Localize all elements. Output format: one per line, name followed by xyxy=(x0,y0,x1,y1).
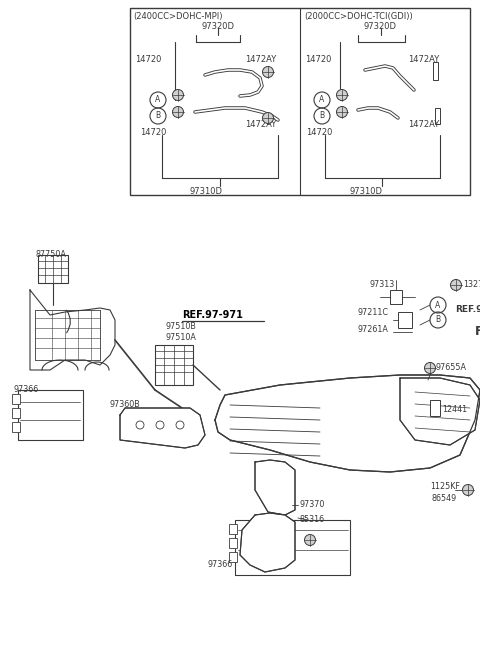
FancyBboxPatch shape xyxy=(18,390,83,440)
Text: 14720: 14720 xyxy=(305,55,331,64)
Text: 97320D: 97320D xyxy=(202,22,235,31)
FancyBboxPatch shape xyxy=(390,290,402,304)
Polygon shape xyxy=(255,460,295,515)
Text: 12441: 12441 xyxy=(442,405,467,414)
FancyBboxPatch shape xyxy=(229,538,237,548)
Text: FR.: FR. xyxy=(475,325,480,338)
Text: 97310D: 97310D xyxy=(350,187,383,196)
Text: 97313: 97313 xyxy=(370,280,395,289)
FancyBboxPatch shape xyxy=(435,108,440,124)
Text: 97366: 97366 xyxy=(14,385,39,394)
Text: 1327AC: 1327AC xyxy=(463,280,480,289)
Text: B: B xyxy=(156,111,161,121)
Circle shape xyxy=(424,362,435,373)
FancyBboxPatch shape xyxy=(398,312,412,328)
Circle shape xyxy=(463,485,473,496)
Text: 97310D: 97310D xyxy=(190,187,223,196)
Text: 14720: 14720 xyxy=(135,55,161,64)
Circle shape xyxy=(336,89,348,100)
FancyBboxPatch shape xyxy=(12,394,20,404)
Text: 1472AY: 1472AY xyxy=(408,55,439,64)
FancyBboxPatch shape xyxy=(12,422,20,432)
Text: 14720: 14720 xyxy=(140,128,167,137)
Text: 14720: 14720 xyxy=(306,128,332,137)
Circle shape xyxy=(451,279,461,290)
FancyBboxPatch shape xyxy=(433,62,438,80)
Text: B: B xyxy=(319,111,324,121)
Circle shape xyxy=(263,113,274,124)
Text: 1472AY: 1472AY xyxy=(245,55,276,64)
Text: B: B xyxy=(435,316,441,325)
Text: 86549: 86549 xyxy=(432,494,457,503)
Text: 1125KF: 1125KF xyxy=(430,482,460,491)
FancyBboxPatch shape xyxy=(229,552,237,562)
FancyBboxPatch shape xyxy=(229,524,237,534)
FancyBboxPatch shape xyxy=(130,8,470,195)
Text: 97510B: 97510B xyxy=(165,322,196,331)
Polygon shape xyxy=(240,513,295,572)
Circle shape xyxy=(263,67,274,78)
Text: A: A xyxy=(435,301,441,310)
FancyBboxPatch shape xyxy=(38,255,68,283)
FancyBboxPatch shape xyxy=(235,520,350,575)
Circle shape xyxy=(172,89,183,100)
FancyBboxPatch shape xyxy=(155,345,193,385)
Text: (2000CC>DOHC-TCI(GDI)): (2000CC>DOHC-TCI(GDI)) xyxy=(304,12,413,21)
Text: 97360B: 97360B xyxy=(110,400,141,409)
Text: 97261A: 97261A xyxy=(358,325,389,334)
Text: A: A xyxy=(319,95,324,104)
Text: 97655A: 97655A xyxy=(435,363,466,372)
Text: 97211C: 97211C xyxy=(358,308,389,317)
Circle shape xyxy=(172,106,183,117)
Text: REF.97-971: REF.97-971 xyxy=(182,310,243,320)
Polygon shape xyxy=(400,378,480,445)
Text: 1472AY: 1472AY xyxy=(408,120,439,129)
Text: (2400CC>DOHC-MPI): (2400CC>DOHC-MPI) xyxy=(133,12,223,21)
Text: 97366: 97366 xyxy=(208,560,233,569)
Text: 97370: 97370 xyxy=(300,500,325,509)
Polygon shape xyxy=(120,408,205,448)
Text: REF.97-976: REF.97-976 xyxy=(455,305,480,314)
FancyBboxPatch shape xyxy=(12,408,20,418)
FancyBboxPatch shape xyxy=(430,400,440,416)
Text: 85316: 85316 xyxy=(300,515,325,524)
Circle shape xyxy=(336,106,348,117)
Circle shape xyxy=(304,535,315,546)
Text: 1472AY: 1472AY xyxy=(245,120,276,129)
Text: A: A xyxy=(156,95,161,104)
Text: 87750A: 87750A xyxy=(35,250,66,259)
Text: 97320D: 97320D xyxy=(363,22,396,31)
Text: 97510A: 97510A xyxy=(165,333,196,342)
Polygon shape xyxy=(215,375,480,472)
